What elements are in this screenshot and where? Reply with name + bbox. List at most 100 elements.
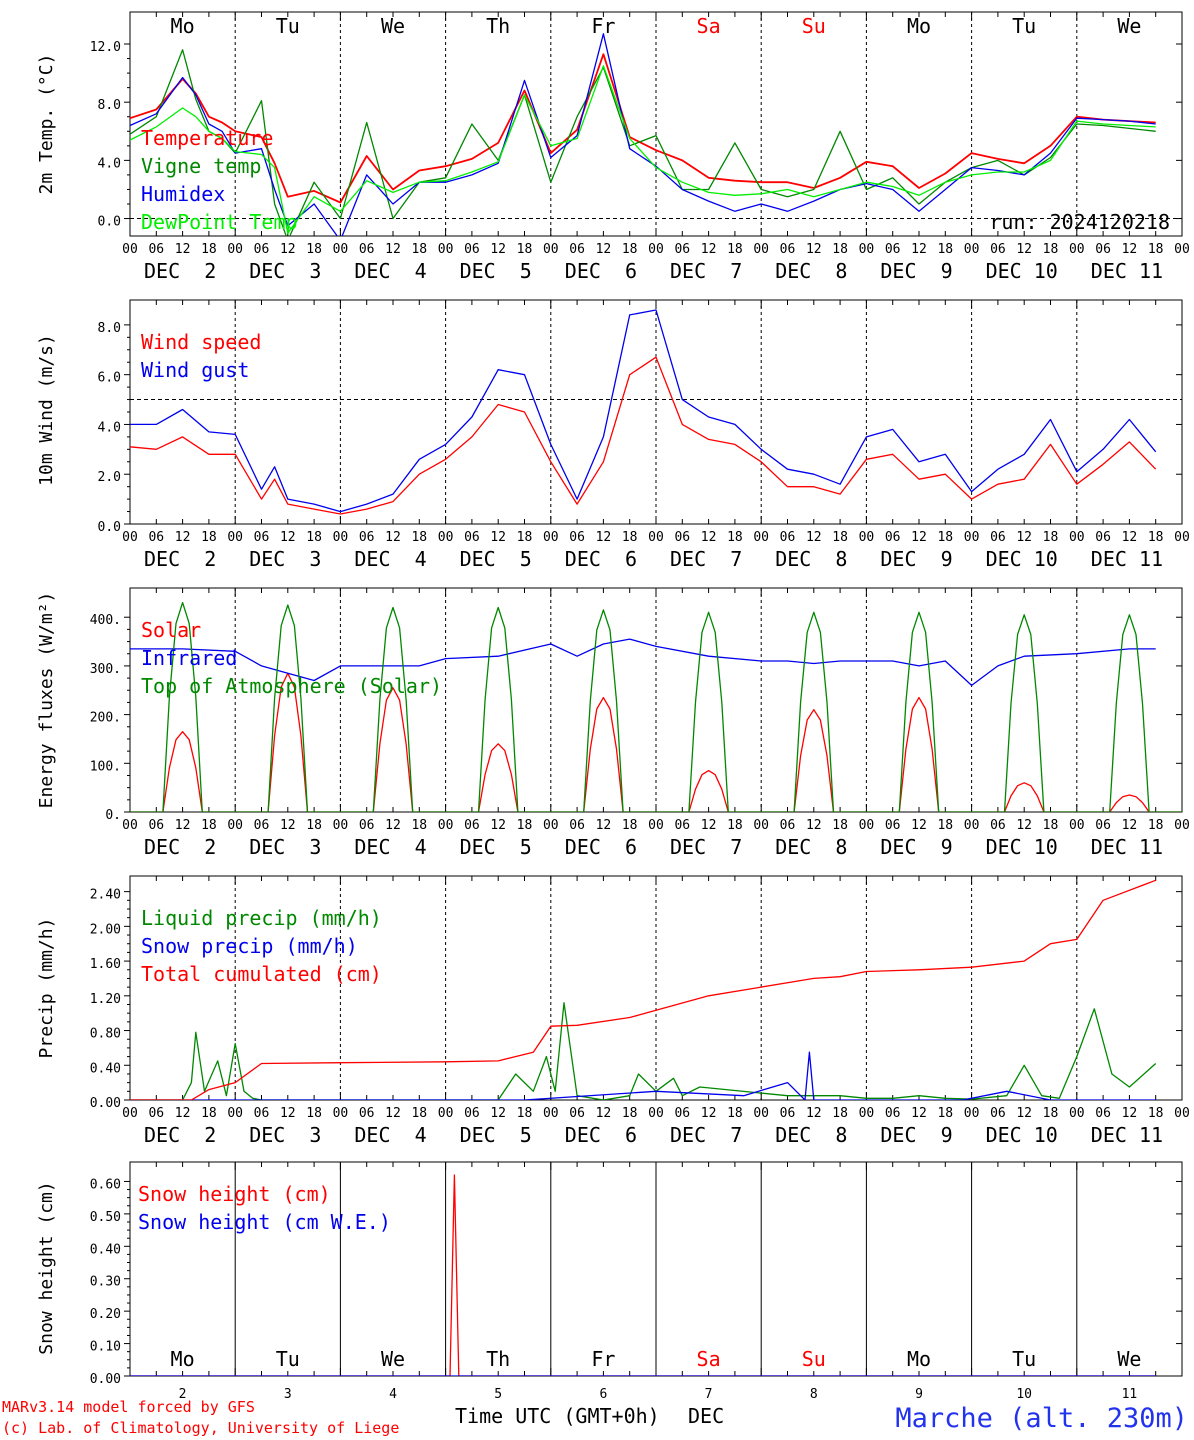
y-tick-label: 2.40 xyxy=(90,888,121,903)
panel-4: 0.00 0.40 0.80 1.20 1.60 2.00 2.40 Precip (mm/h… xyxy=(36,875,1190,1147)
hour-tick-label: 18 xyxy=(411,530,427,545)
hour-tick-label: 18 xyxy=(517,1106,533,1121)
day-label: DEC 4 xyxy=(354,547,426,571)
hour-tick-label: 00 xyxy=(543,1106,559,1121)
hour-tick-label: 06 xyxy=(148,818,164,833)
panel-1: 0.0 4.0 8.0 12.0 2m Temp. (°C) 00 06 12 18 DEC 2 0… xyxy=(36,11,1190,283)
hour-tick-label: 06 xyxy=(674,530,690,545)
legend-entry: Liquid precip (mm/h) xyxy=(141,906,382,930)
hour-tick-label: 18 xyxy=(306,242,322,257)
day-label: DEC 5 xyxy=(460,835,532,859)
legend-entry: Wind speed xyxy=(141,330,261,354)
y-tick-label: 0.30 xyxy=(90,1275,121,1290)
hour-tick-label: 06 xyxy=(885,1106,901,1121)
weekday-label: Su xyxy=(802,1347,826,1371)
legend-entry: Snow height (cm) xyxy=(138,1182,331,1206)
hour-tick-label: 06 xyxy=(885,242,901,257)
hour-tick-label: 12 xyxy=(175,1106,191,1121)
hour-tick-label: 12 xyxy=(175,818,191,833)
hour-tick-label: 12 xyxy=(701,818,717,833)
y-axis-label: 2m Temp. (°C) xyxy=(36,54,57,195)
day-label: DEC 9 xyxy=(880,835,952,859)
hour-tick-label: 06 xyxy=(1095,1106,1111,1121)
hour-tick-label: 12 xyxy=(1016,818,1032,833)
hour-tick-label: 12 xyxy=(911,1106,927,1121)
y-tick-label: 4.0 xyxy=(98,420,121,435)
hour-tick-label: 00 xyxy=(438,818,454,833)
hour-tick-label: 06 xyxy=(1095,530,1111,545)
y-tick-label: 4.0 xyxy=(98,156,121,171)
day-label: DEC 5 xyxy=(460,1123,532,1147)
hour-tick-label: 00 xyxy=(227,242,243,257)
hour-tick-label: 06 xyxy=(148,1106,164,1121)
day-label: DEC 7 xyxy=(670,835,742,859)
hour-tick-label: 12 xyxy=(280,530,296,545)
hour-tick-label: 12 xyxy=(911,242,927,257)
hour-tick-label: 12 xyxy=(596,530,612,545)
hour-tick-label: 00 xyxy=(964,530,980,545)
hour-tick-label: 18 xyxy=(727,530,743,545)
hour-tick-label: 00 xyxy=(964,242,980,257)
hour-tick-label: 18 xyxy=(1148,818,1164,833)
legend-entry: Wind gust xyxy=(141,358,249,382)
day-number-label: 10 xyxy=(1016,1387,1032,1402)
legend-entry: Vigne temp xyxy=(141,154,261,178)
hour-tick-label: 06 xyxy=(990,530,1006,545)
y-tick-label: 0. xyxy=(105,808,121,823)
hour-tick-label: 00 xyxy=(753,242,769,257)
day-label: DEC 9 xyxy=(880,547,952,571)
weekday-label: We xyxy=(381,14,405,38)
y-tick-label: 0.00 xyxy=(90,1372,121,1387)
hour-tick-label: 00 xyxy=(227,1106,243,1121)
hour-tick-label: 06 xyxy=(464,1106,480,1121)
day-label: DEC 3 xyxy=(249,547,321,571)
day-label: DEC 11 xyxy=(1091,259,1163,283)
hour-tick-label: 12 xyxy=(385,1106,401,1121)
y-tick-label: 6.0 xyxy=(98,371,121,386)
panel-5: 0.00 0.10 0.20 0.30 0.40 0.50 0.60 Snow height … xyxy=(36,1161,1183,1402)
xaxis-unit: DEC xyxy=(688,1404,724,1428)
hour-tick-label: 00 xyxy=(964,818,980,833)
hour-tick-label: 06 xyxy=(254,818,270,833)
hour-tick-label: 06 xyxy=(148,530,164,545)
day-label: DEC 10 xyxy=(986,259,1058,283)
day-label: DEC 3 xyxy=(249,835,321,859)
weekday-label: Tu xyxy=(1012,14,1036,38)
hour-tick-label: 00 xyxy=(438,1106,454,1121)
day-label: DEC 2 xyxy=(144,259,216,283)
day-label: DEC 7 xyxy=(670,547,742,571)
y-tick-label: 2.0 xyxy=(98,470,121,485)
weekday-label: Mo xyxy=(907,14,931,38)
weekday-label: Th xyxy=(486,14,510,38)
day-label: DEC 8 xyxy=(775,547,847,571)
hour-tick-label: 00 xyxy=(859,818,875,833)
hour-tick-label: 12 xyxy=(806,242,822,257)
day-label: DEC 11 xyxy=(1091,1123,1163,1147)
hour-tick-label: 18 xyxy=(937,818,953,833)
series-line-wind-gust xyxy=(130,309,1157,513)
day-label: DEC 10 xyxy=(986,1123,1058,1147)
day-label: DEC 11 xyxy=(1091,835,1163,859)
hour-tick-label: 18 xyxy=(1148,530,1164,545)
y-axis-label: Energy fluxes (W/m²) xyxy=(36,592,57,809)
hour-tick-label: 12 xyxy=(280,818,296,833)
hour-tick-label: 06 xyxy=(990,1106,1006,1121)
day-label: DEC 2 xyxy=(144,1123,216,1147)
day-label: DEC 8 xyxy=(775,259,847,283)
y-tick-label: 400. xyxy=(90,613,121,628)
hour-tick-label: 12 xyxy=(701,242,717,257)
hour-tick-label: 18 xyxy=(622,1106,638,1121)
hour-tick-label: 18 xyxy=(937,530,953,545)
series-line-solar xyxy=(130,672,1182,812)
hour-tick-label: 06 xyxy=(359,242,375,257)
hour-tick-label: 00 xyxy=(333,530,349,545)
hour-tick-label: 18 xyxy=(306,818,322,833)
hour-tick-label: 06 xyxy=(254,1106,270,1121)
hour-tick-label: 06 xyxy=(674,1106,690,1121)
hour-tick-label: 06 xyxy=(674,818,690,833)
hour-tick-label: 12 xyxy=(175,242,191,257)
y-tick-label: 8.0 xyxy=(98,98,121,113)
plot-frame xyxy=(129,299,1183,525)
hour-tick-label: 12 xyxy=(1122,818,1138,833)
weekday-label: Sa xyxy=(697,1347,721,1371)
